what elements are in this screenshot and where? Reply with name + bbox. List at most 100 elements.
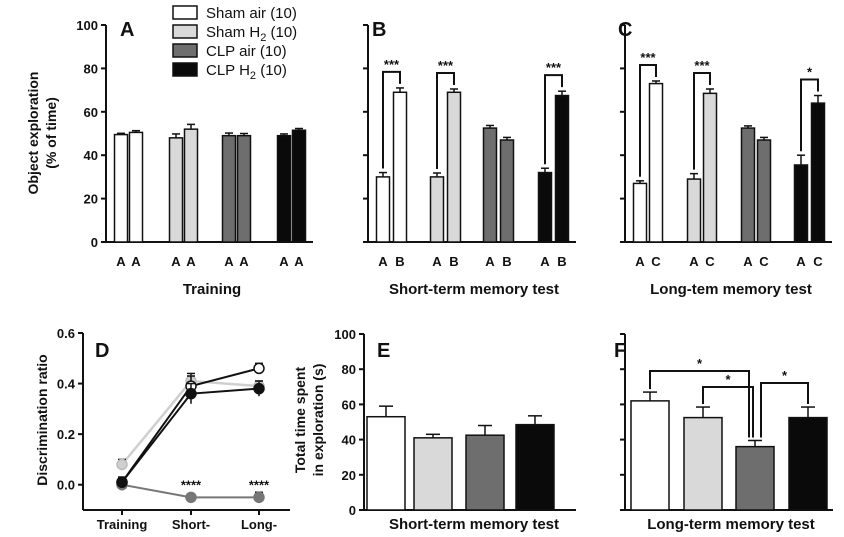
bar <box>183 128 199 243</box>
y-tick-label: 100 <box>334 327 356 342</box>
data-point <box>253 362 265 375</box>
data-point <box>185 491 197 504</box>
x-axis-title-C: Long-tem memory test <box>650 281 812 298</box>
y-tick-label: 0.6 <box>57 326 75 341</box>
y-tick-label: 20 <box>342 468 356 483</box>
y-axis-label-E: Total time spent in exploration (s) <box>292 364 326 477</box>
y-tick-label: 0.2 <box>57 427 75 442</box>
x-tick-label: Long- <box>241 517 277 532</box>
y-tick-label: 60 <box>342 397 356 412</box>
legend-label-text: Sham H <box>206 24 260 41</box>
x-tick-label: A <box>131 254 141 269</box>
legend-label-text: Sham air (10) <box>206 5 297 22</box>
data-point <box>185 387 197 400</box>
legend-label-text: CLP air (10) <box>206 43 287 60</box>
bar <box>113 133 129 243</box>
y-axis-label-line2: in exploration (s) <box>310 364 326 477</box>
legend-swatch <box>172 43 198 58</box>
bar <box>168 137 184 243</box>
bar <box>740 127 756 243</box>
x-tick-label: C <box>705 254 715 269</box>
x-tick-label: A <box>743 254 753 269</box>
bar <box>236 134 252 243</box>
legend-label-suffix: (10) <box>256 62 287 79</box>
significance-bracket <box>382 70 401 169</box>
bar <box>446 91 462 243</box>
bar <box>630 400 670 511</box>
bar <box>735 445 775 511</box>
bar <box>515 423 555 511</box>
y-tick-label: 40 <box>84 148 98 163</box>
bar <box>810 102 826 243</box>
bar <box>429 176 445 243</box>
significance-stars: *** <box>546 60 562 75</box>
significance-stars: * <box>697 356 703 371</box>
bar <box>375 176 391 243</box>
x-tick-label: A <box>485 254 495 269</box>
significance-bracket <box>639 63 657 177</box>
legend-swatch <box>172 5 198 20</box>
significance-stars: * <box>807 65 813 80</box>
y-tick-label: 0 <box>91 235 98 250</box>
x-tick-label: Short- <box>172 517 210 532</box>
x-tick-label: A <box>540 254 550 269</box>
significance-bracket <box>760 382 809 438</box>
y-tick-label: 80 <box>84 61 98 76</box>
y-axis-label-line1: Object exploration <box>25 72 41 195</box>
panel-letter-A: A <box>120 19 134 41</box>
x-tick-label: A <box>116 254 126 269</box>
bar <box>686 178 702 243</box>
bar <box>632 182 648 243</box>
bar <box>413 437 453 511</box>
significance-stars: *** <box>384 57 400 72</box>
x-tick-label: A <box>294 254 304 269</box>
significance-bracket <box>436 72 455 169</box>
bar <box>702 92 718 243</box>
panel-letter-E: E <box>377 340 390 362</box>
bar <box>537 171 553 243</box>
bar <box>648 82 664 243</box>
x-tick-label: A <box>186 254 196 269</box>
x-tick-label: A <box>279 254 289 269</box>
x-tick-label: A <box>796 254 806 269</box>
x-tick-label: Training <box>97 517 148 532</box>
x-tick-label: A <box>224 254 234 269</box>
significance-stars: *** <box>694 58 710 73</box>
x-axis-title-A: Training <box>183 281 241 298</box>
y-axis-label-D: Discrimination ratio <box>34 354 50 485</box>
bar <box>392 91 408 243</box>
y-tick-label: 0.0 <box>57 478 75 493</box>
x-tick-label: B <box>502 254 511 269</box>
data-point <box>116 458 128 471</box>
x-tick-label: C <box>651 254 661 269</box>
y-tick-label: 20 <box>84 192 98 207</box>
legend-label-text: CLP H <box>206 62 250 79</box>
legend-label-subscript: 2 <box>250 70 256 82</box>
x-tick-label: A <box>239 254 249 269</box>
x-tick-label: A <box>635 254 645 269</box>
significance-bracket <box>544 74 563 165</box>
significance-bracket <box>649 370 750 438</box>
bar <box>276 134 292 243</box>
legend-swatch <box>172 62 198 77</box>
panel-letter-C: C <box>618 19 632 41</box>
x-tick-label: A <box>378 254 388 269</box>
significance-bracket <box>702 386 754 438</box>
x-tick-label: A <box>432 254 442 269</box>
data-point <box>253 382 265 395</box>
y-tick-label: 100 <box>76 18 98 33</box>
bar <box>756 139 772 243</box>
bar <box>128 131 144 243</box>
x-axis-title-F: Long-term memory test <box>647 516 815 533</box>
y-tick-label: 80 <box>342 362 356 377</box>
significance-bracket <box>800 78 819 152</box>
y-axis-label-text: Discrimination ratio <box>34 354 50 485</box>
bar <box>554 94 570 243</box>
data-point <box>116 476 128 488</box>
significance-bracket <box>693 72 711 170</box>
bar <box>793 164 809 243</box>
legend-label-subscript: 2 <box>260 32 266 44</box>
data-point <box>253 491 265 504</box>
bar <box>366 415 406 511</box>
